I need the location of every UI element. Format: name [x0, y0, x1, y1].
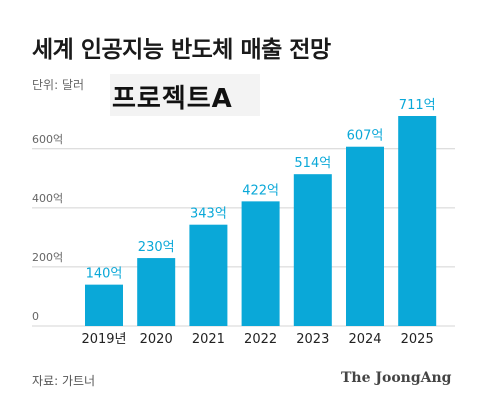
bar — [293, 174, 332, 326]
data-label: 422억 — [242, 183, 279, 198]
bar — [346, 146, 384, 326]
chart-title: 세계 인공지능 반도체 매출 전망 — [32, 37, 331, 63]
x-tick-label: 2020 — [140, 332, 173, 347]
y-tick-label: 400억 — [32, 192, 63, 205]
data-label: 607억 — [347, 129, 384, 144]
y-tick-label: 0 — [32, 310, 39, 323]
unit-label: 단위: 달러 — [32, 78, 85, 92]
x-tick-label: 2019년 — [81, 332, 126, 347]
bar — [137, 258, 176, 326]
source-label: 자료: 가트너 — [32, 374, 96, 388]
watermark-text: 프로젝트A — [112, 84, 233, 114]
x-tick-label: 2024 — [348, 332, 381, 347]
watermark-box — [110, 74, 260, 116]
x-tick-label: 2021 — [192, 332, 225, 347]
brand-logo: The JoongAng — [341, 370, 452, 386]
y-tick-label: 600억 — [32, 133, 63, 146]
bar — [241, 201, 280, 326]
data-label: 514억 — [294, 156, 331, 171]
data-label: 140억 — [86, 267, 123, 282]
data-label: 343억 — [190, 207, 227, 222]
data-label: 230억 — [138, 240, 175, 255]
y-tick-label: 200억 — [32, 251, 63, 264]
bar — [189, 224, 228, 326]
x-tick-label: 2025 — [401, 332, 434, 347]
x-tick-label: 2022 — [244, 332, 277, 347]
data-label: 711억 — [399, 98, 436, 113]
bar — [85, 284, 123, 326]
bar — [398, 116, 437, 326]
x-tick-label: 2023 — [296, 332, 329, 347]
